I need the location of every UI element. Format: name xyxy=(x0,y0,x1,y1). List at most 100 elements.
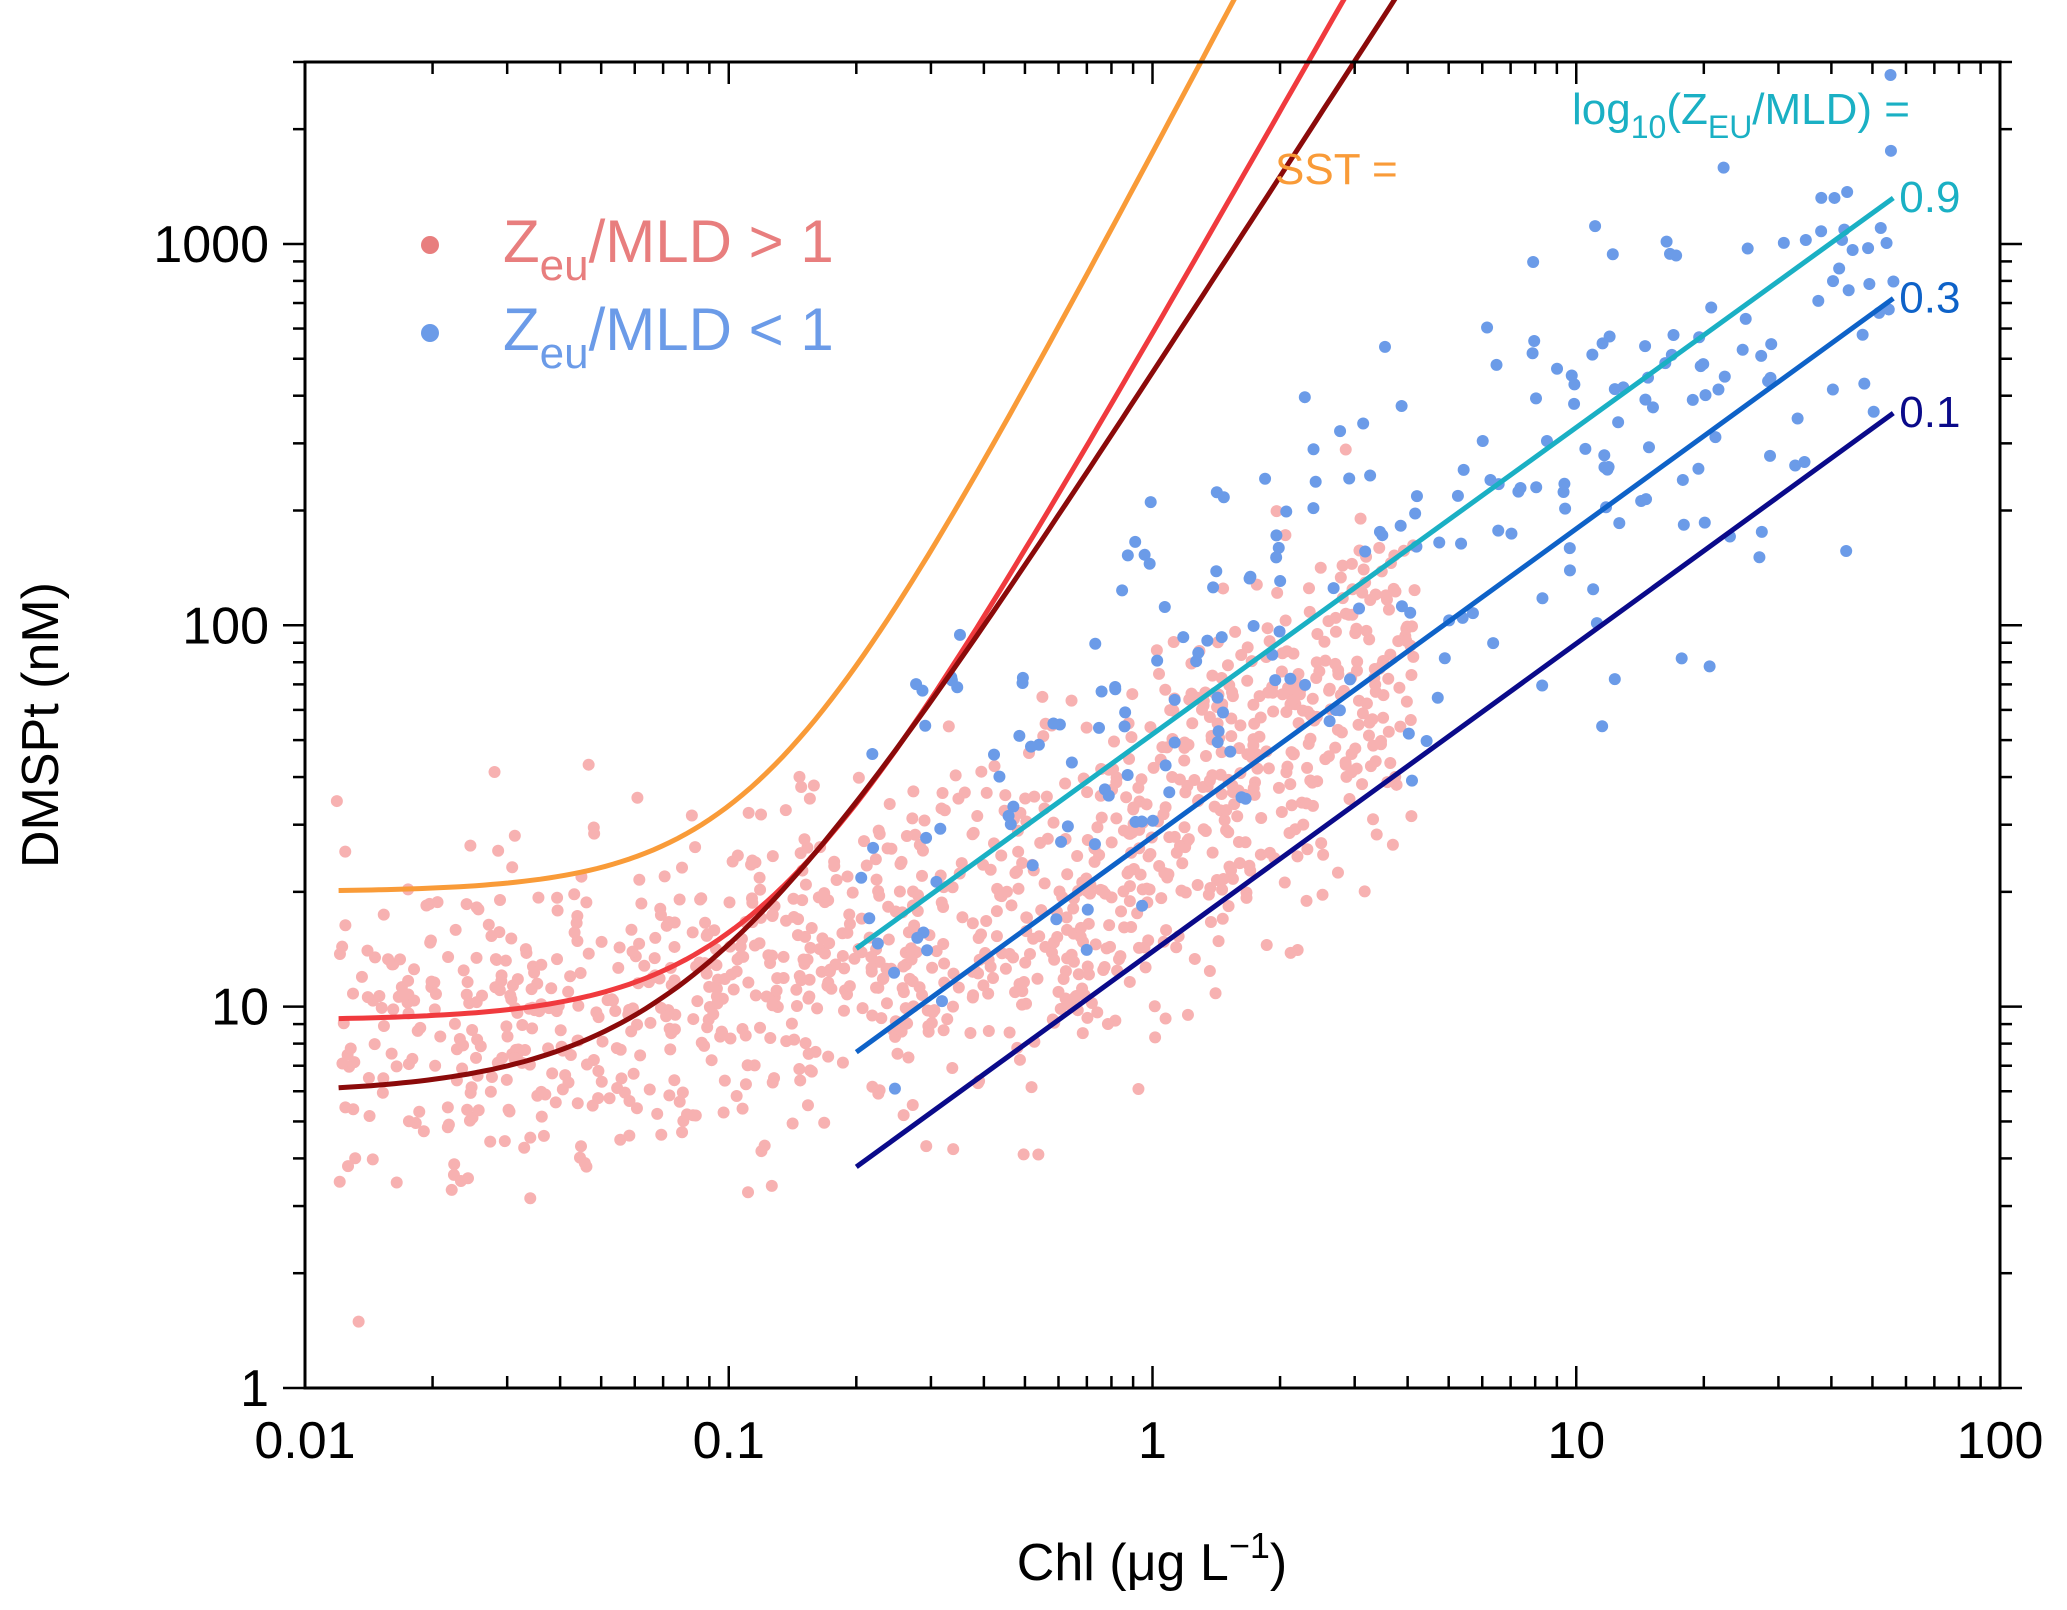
blue-point xyxy=(1088,838,1101,851)
pink-point xyxy=(1222,900,1235,913)
blue-point xyxy=(1840,544,1853,557)
pink-point xyxy=(633,873,646,886)
pink-point xyxy=(1036,690,1049,703)
pink-point xyxy=(1095,811,1108,824)
pink-point xyxy=(355,970,368,983)
pink-point xyxy=(1382,603,1395,616)
blue-point xyxy=(1799,234,1812,247)
blue-point xyxy=(910,678,923,691)
blue-point xyxy=(1887,275,1900,288)
pink-point xyxy=(1356,586,1369,599)
pink-point xyxy=(464,1086,477,1099)
pink-point xyxy=(1225,864,1238,877)
pink-point xyxy=(802,992,815,1005)
pink-point xyxy=(1329,625,1342,638)
pink-point xyxy=(907,785,920,798)
pink-point xyxy=(498,1135,511,1148)
blue-point xyxy=(1211,691,1224,704)
pink-point xyxy=(1123,975,1136,988)
pink-point xyxy=(1081,1011,1094,1024)
x-tick-label: 1 xyxy=(1138,1412,1167,1470)
pink-point xyxy=(535,1110,548,1123)
pink-point xyxy=(797,953,810,966)
blue-point xyxy=(1217,491,1230,504)
sst-label: SST = xyxy=(1275,145,1398,194)
pink-point xyxy=(1061,923,1074,936)
pink-point xyxy=(793,970,806,983)
pink-point xyxy=(441,1101,454,1114)
y-tick-label: 1000 xyxy=(153,216,269,274)
pink-point xyxy=(920,1140,933,1153)
pink-point xyxy=(768,1072,781,1085)
pink-point xyxy=(748,939,761,952)
pink-point xyxy=(414,1021,427,1034)
pink-point xyxy=(906,812,919,825)
pink-point xyxy=(749,989,762,1002)
pink-point xyxy=(794,847,807,860)
pink-point xyxy=(375,1001,388,1014)
pink-point xyxy=(1099,887,1112,900)
pink-point xyxy=(1356,778,1369,791)
x-tick-label: 0.1 xyxy=(693,1412,765,1470)
pink-point xyxy=(1278,876,1291,889)
blue-point xyxy=(1215,631,1228,644)
blue-point xyxy=(1239,792,1252,805)
blue-point xyxy=(1431,691,1444,704)
mld-line-label: 0.3 xyxy=(1899,273,1960,322)
pink-point xyxy=(461,976,474,989)
pink-point xyxy=(460,898,473,911)
pink-point xyxy=(1206,669,1219,682)
pink-point xyxy=(625,923,638,936)
pink-point xyxy=(1322,750,1335,763)
pink-point xyxy=(377,1072,390,1085)
pink-point xyxy=(1160,924,1173,937)
blue-point xyxy=(1357,417,1370,430)
pink-point xyxy=(1218,814,1231,827)
pink-point xyxy=(339,845,352,858)
pink-point xyxy=(1110,776,1123,789)
blue-point xyxy=(1526,347,1539,360)
pink-point xyxy=(836,949,849,962)
x-axis-title: Chl (μg L−1) xyxy=(1017,1525,1287,1592)
pink-point xyxy=(1382,725,1395,738)
blue-point xyxy=(1119,706,1132,719)
pink-point xyxy=(1291,850,1304,863)
pink-point xyxy=(603,1092,616,1105)
y-tick-label: 10 xyxy=(211,979,269,1037)
pink-point xyxy=(893,885,906,898)
pink-point xyxy=(464,839,477,852)
pink-point xyxy=(1114,950,1127,963)
blue-point xyxy=(1274,575,1287,588)
pink-point xyxy=(420,899,433,912)
pink-point xyxy=(896,982,909,995)
pink-point xyxy=(1317,848,1330,861)
pink-point xyxy=(1262,686,1275,699)
pink-point xyxy=(1144,847,1157,860)
blue-point xyxy=(1307,502,1320,515)
pink-point xyxy=(691,995,704,1008)
pink-point xyxy=(361,991,374,1004)
blue-point xyxy=(1323,715,1336,728)
pink-point xyxy=(799,878,812,891)
pink-point xyxy=(339,1101,352,1114)
pink-point xyxy=(745,858,758,871)
pink-point xyxy=(818,947,831,960)
blue-point xyxy=(1093,721,1106,734)
blue-point xyxy=(1709,431,1722,444)
pink-point xyxy=(1166,771,1179,784)
pink-point xyxy=(987,972,1000,985)
pink-point xyxy=(525,983,538,996)
pink-point xyxy=(984,863,997,876)
pink-point xyxy=(1302,737,1315,750)
pink-point xyxy=(807,779,820,792)
pink-point xyxy=(1101,1018,1114,1031)
pink-point xyxy=(1059,965,1072,978)
pink-point xyxy=(785,1017,798,1030)
pink-point xyxy=(474,1040,487,1053)
pink-point xyxy=(1380,593,1393,606)
pink-point xyxy=(1038,877,1051,890)
blue-point xyxy=(1598,461,1611,474)
pink-point xyxy=(1199,750,1212,763)
blue-point xyxy=(1536,592,1549,605)
pink-point xyxy=(1178,754,1191,767)
